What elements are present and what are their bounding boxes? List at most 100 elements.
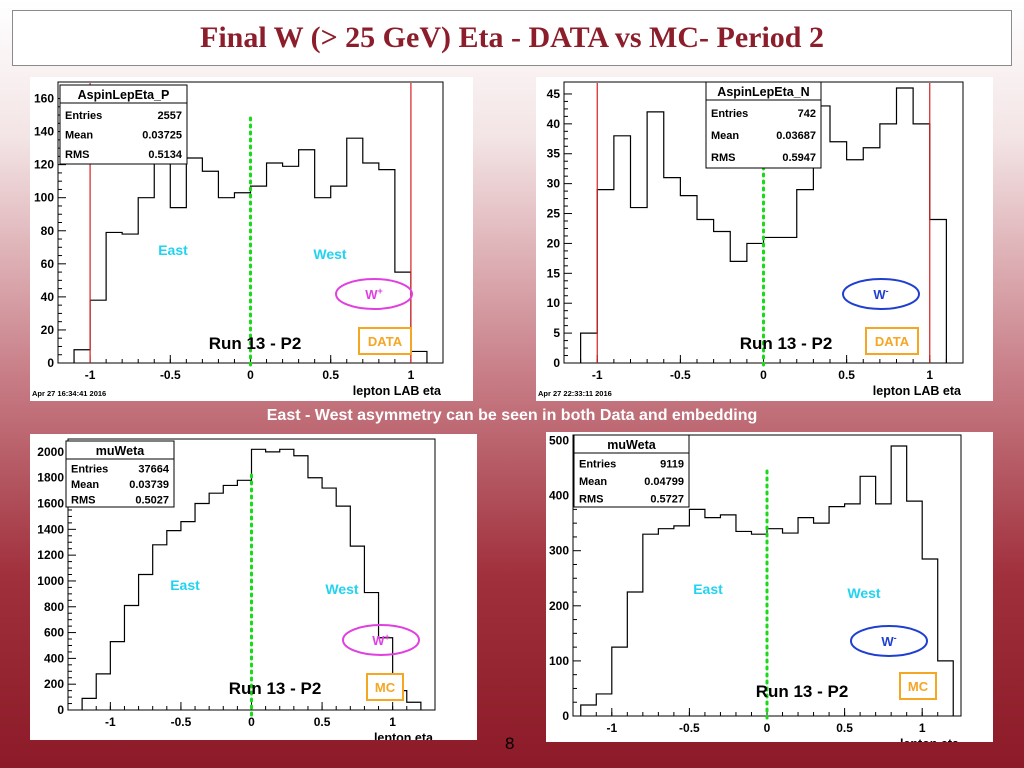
y-tick-label: 800 — [44, 600, 64, 614]
y-tick-label: 600 — [44, 626, 64, 640]
stats-box — [65, 440, 175, 508]
y-tick-label: 400 — [549, 489, 569, 503]
run-label: Run 13 - P2 — [209, 334, 302, 353]
west-label: West — [313, 246, 347, 262]
x-tick-label: 0 — [247, 368, 254, 382]
y-tick-label: 100 — [549, 654, 569, 668]
y-tick-label: 40 — [547, 117, 561, 131]
y-tick-label: 1600 — [37, 497, 64, 511]
stats-title: AspinLepEta_P — [78, 88, 170, 102]
tag-label: DATA — [368, 334, 403, 349]
y-tick-label: 1200 — [37, 548, 64, 562]
y-tick-label: 0 — [47, 356, 54, 370]
stats-value: 0.04799 — [644, 476, 684, 488]
stats-title: muWeta — [96, 444, 145, 458]
x-tick-label: 1 — [389, 715, 396, 729]
run-label: Run 13 - P2 — [229, 679, 322, 698]
y-tick-label: 20 — [547, 236, 561, 250]
stats-value: 742 — [798, 108, 816, 120]
y-tick-label: 40 — [41, 290, 55, 304]
y-tick-label: 60 — [41, 257, 55, 271]
chart-panel-bottom-right: 0 100 200 300 400 500 -1 -0.5 0 0.5 1 muWeta Entries… — [546, 432, 993, 742]
charge-label: W- — [873, 286, 888, 302]
x-tick-label: 0 — [248, 715, 255, 729]
y-tick-label: 300 — [549, 544, 569, 558]
run-label: Run 13 - P2 — [740, 334, 833, 353]
run-label: Run 13 - P2 — [756, 682, 849, 701]
stats-value: 0.5727 — [650, 493, 684, 505]
histogram-data-wplus: 0 20 40 60 80 100 120 140 160 -1 -0.5 0 0.5 1 AspinLep… — [32, 81, 444, 398]
timestamp: Apr 27 22:33:11 2016 — [538, 389, 612, 398]
x-tick-label: 0.5 — [314, 715, 331, 729]
stats-key: Mean — [711, 130, 739, 142]
charge-label: W+ — [365, 286, 383, 302]
charge-ellipse — [850, 625, 928, 657]
x-tick-label: -0.5 — [670, 368, 691, 382]
caption: East - West asymmetry can be seen in bot… — [266, 407, 758, 424]
x-tick-label: -0.5 — [679, 721, 700, 735]
y-tick-label: 100 — [34, 191, 54, 205]
histogram-series — [580, 445, 954, 716]
title-box: Final W (> 25 GeV) Eta - DATA vs MC- Per… — [12, 10, 1012, 66]
x-tick-label: 1 — [926, 368, 933, 382]
y-tick-label: 400 — [44, 651, 64, 665]
stats-key: Mean — [65, 130, 93, 142]
y-tick-label: 5 — [553, 326, 560, 340]
stats-key: Mean — [579, 476, 607, 488]
timestamp: Apr 27 16:34:41 2016 — [32, 389, 106, 398]
y-tick-label: 1800 — [37, 471, 64, 485]
x-axis-title: lepton eta — [374, 731, 434, 740]
tag-box — [358, 327, 412, 355]
slide-title: Final W (> 25 GeV) Eta - DATA vs MC- Per… — [200, 21, 824, 54]
y-tick-label: 80 — [41, 224, 55, 238]
stats-key: Entries — [65, 110, 102, 122]
stats-value: 0.5947 — [782, 152, 816, 164]
stats-key: Entries — [579, 459, 616, 471]
x-tick-label: 0.5 — [322, 368, 339, 382]
charge-label: W+ — [372, 632, 390, 648]
tag-label: MC — [908, 679, 929, 694]
stats-value: 0.03725 — [142, 130, 182, 142]
x-tick-label: 1 — [919, 721, 926, 735]
stats-title: AspinLepEta_N — [717, 85, 809, 99]
x-axis-title: lepton LAB eta — [873, 384, 962, 398]
stats-box — [59, 84, 188, 165]
y-tick-label: 2000 — [37, 445, 64, 459]
stats-key: Mean — [71, 479, 99, 491]
y-tick-label: 1400 — [37, 522, 64, 536]
stats-box — [705, 81, 822, 169]
tag-label: DATA — [875, 334, 910, 349]
y-tick-label: 0 — [562, 709, 569, 723]
x-tick-label: 0.5 — [836, 721, 853, 735]
y-tick-label: 25 — [547, 207, 561, 221]
charge-ellipse — [335, 278, 413, 310]
stats-value: 2557 — [158, 110, 182, 122]
tag-box — [865, 327, 919, 355]
stats-key: Entries — [711, 108, 748, 120]
stats-key: RMS — [71, 494, 95, 506]
x-tick-label: -1 — [592, 368, 603, 382]
east-label: East — [158, 242, 188, 258]
chart-panel-top-right: 0 5 10 15 20 25 30 35 40 45 -1 -0.5 0 0.5 1 AspinLepEta… — [536, 77, 993, 401]
histogram-mc-wminus: 0 100 200 300 400 500 -1 -0.5 0 0.5 1 muWeta Entries… — [549, 434, 962, 742]
stats-value: 0.5027 — [135, 494, 169, 506]
charge-ellipse — [842, 278, 920, 310]
histogram-data-wminus: 0 5 10 15 20 25 30 35 40 45 -1 -0.5 0 0.5 1 AspinLepEta… — [538, 81, 964, 398]
x-tick-label: -1 — [105, 715, 116, 729]
tag-box — [899, 672, 937, 700]
histogram-series — [81, 448, 422, 710]
stats-title: muWeta — [607, 438, 656, 452]
stats-value: 0.5134 — [148, 149, 183, 161]
stats-key: Entries — [71, 464, 108, 476]
east-label: East — [170, 577, 200, 593]
histogram-mc-wplus: 0 200 400 600 800 1000 1200 1400 1600 1800 2000 -1 -… — [37, 438, 436, 740]
y-tick-label: 500 — [549, 434, 569, 448]
y-tick-label: 160 — [34, 92, 54, 106]
y-tick-label: 120 — [34, 158, 54, 172]
stats-key: RMS — [711, 152, 735, 164]
x-tick-label: 1 — [408, 368, 415, 382]
charge-label: W- — [881, 633, 896, 649]
x-tick-label: 0.5 — [838, 368, 855, 382]
east-label: East — [693, 581, 723, 597]
y-tick-label: 45 — [547, 87, 561, 101]
